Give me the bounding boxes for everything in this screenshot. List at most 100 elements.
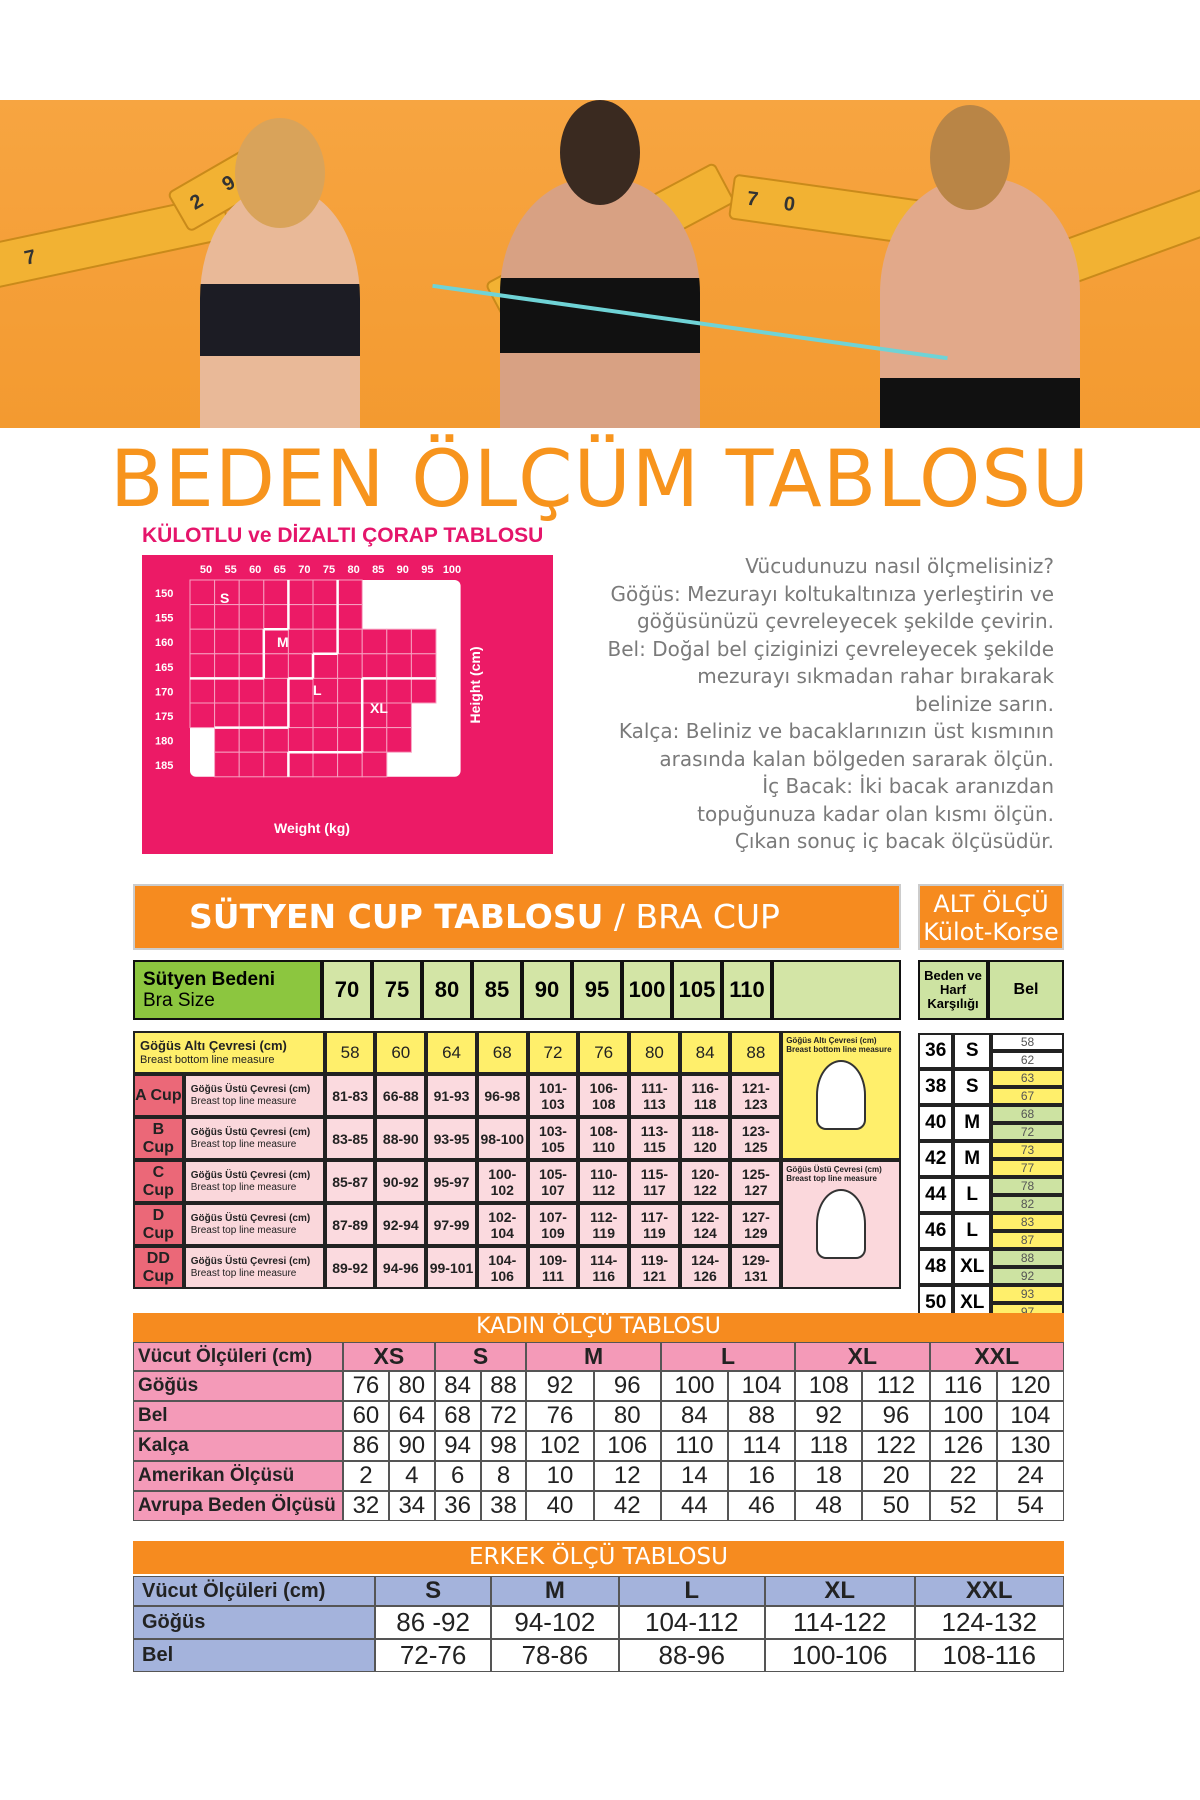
alt-bel-max: 72 bbox=[990, 1123, 1064, 1141]
instruction-line: topuğunuza kadar olan kısmı ölçün. bbox=[697, 801, 1054, 826]
x-axis-label: Weight (kg) bbox=[274, 820, 350, 836]
men-header-row: Vücut Ölçüleri (cm) S M L XL XXL bbox=[133, 1576, 1064, 1606]
women-size-table: Vücut Ölçüleri (cm) XS S M L XL XXL Göğüs 76 80 84… bbox=[133, 1342, 1064, 1521]
cup-value: 91-93 bbox=[426, 1074, 477, 1117]
women-value: 84 bbox=[434, 1371, 481, 1401]
size-cell-L bbox=[337, 653, 363, 679]
alt-row-2: 67 bbox=[918, 1087, 1064, 1105]
fig-top-label-en: Breast top line measure bbox=[786, 1174, 877, 1183]
instruction-line: mezurayı sıkmadan rahar bırakarak bbox=[697, 664, 1054, 688]
cup-value: 93-95 bbox=[426, 1117, 477, 1160]
cup-value: 109-111 bbox=[527, 1246, 579, 1289]
size-cell-L bbox=[386, 628, 412, 655]
bra-size-label: Sütyen Bedeni Bra Size bbox=[133, 960, 322, 1020]
men-value: 94-102 bbox=[491, 1606, 619, 1639]
size-cell-L bbox=[238, 751, 265, 778]
woman-middle-head bbox=[560, 100, 640, 205]
alt-size: 40 bbox=[918, 1105, 954, 1141]
women-value: 46 bbox=[728, 1491, 796, 1521]
women-size-header: XL bbox=[795, 1342, 930, 1371]
women-value: 88 bbox=[480, 1371, 527, 1401]
cup-name: B Cup bbox=[133, 1117, 184, 1160]
cup-value: 110-112 bbox=[578, 1160, 630, 1203]
cup-value: 85-87 bbox=[324, 1160, 376, 1203]
size-cell-L bbox=[361, 628, 388, 655]
cup-value: 95-97 bbox=[426, 1160, 477, 1203]
men-header-label: Vücut Ölçüleri (cm) bbox=[133, 1576, 375, 1606]
hosiery-size-chart: 50 55 60 65 70 75 80 85 90 95 100 150 155 160 165 170 17… bbox=[142, 555, 553, 854]
size-cell-X bbox=[386, 702, 412, 729]
page-title: BEDEN ÖLÇÜM TABLOSU bbox=[110, 435, 1090, 525]
men-row: Göğüs 86 -92 94-102 104-112 114-122 124-132 bbox=[133, 1606, 1064, 1639]
woman-left-head bbox=[235, 118, 325, 228]
size-cell-L bbox=[337, 702, 363, 729]
size-cell-M bbox=[238, 702, 265, 729]
instruction-line: Çıkan sonuç iç bacak ölçüsüdür. bbox=[734, 829, 1054, 853]
women-value: 76 bbox=[343, 1371, 389, 1401]
women-value: 2 bbox=[343, 1461, 389, 1491]
size-cell-X bbox=[337, 751, 363, 778]
cup-row: A Cup Göğüs Üstü Çevresi (cm) Breast top l… bbox=[133, 1074, 901, 1117]
alt-bel-min: 58 bbox=[990, 1033, 1064, 1051]
size-cell-S bbox=[214, 579, 240, 606]
women-table-title: KADIN ÖLÇÜ TABLOSU bbox=[133, 1313, 1064, 1342]
top-label-tr: Göğüs Üstü Çevresi (cm) bbox=[190, 1169, 311, 1181]
men-value: 78-86 bbox=[491, 1639, 619, 1672]
size-cell-L bbox=[263, 727, 289, 753]
cup-desc: Göğüs Üstü Çevresi (cm) Breast top line m… bbox=[183, 1117, 325, 1160]
size-cell-S bbox=[189, 653, 216, 679]
hosiery-title: KÜLOTLU ve DİZALTI ÇORAP TABLOSU bbox=[142, 524, 544, 547]
cup-value: 114-116 bbox=[578, 1246, 630, 1289]
alt-bel-min: 63 bbox=[990, 1069, 1064, 1087]
bra-size-empty bbox=[772, 960, 901, 1020]
alt-col-size-header: Beden ve Harf Karşılığı bbox=[918, 960, 988, 1020]
size-cell-M bbox=[189, 677, 216, 704]
alt-letter: S bbox=[953, 1033, 991, 1069]
women-value: 104 bbox=[996, 1401, 1064, 1431]
cup-value: 88-90 bbox=[375, 1117, 427, 1160]
women-value: 52 bbox=[929, 1491, 997, 1521]
alt-size: 36 bbox=[918, 1033, 954, 1069]
woman-middle-photo bbox=[500, 178, 700, 428]
cup-row: D Cup Göğüs Üstü Çevresi (cm) Breast top l… bbox=[133, 1203, 901, 1246]
cup-value: 124-126 bbox=[679, 1246, 731, 1289]
cup-desc: Göğüs Üstü Çevresi (cm) Breast top line m… bbox=[183, 1246, 325, 1289]
size-cell-M bbox=[312, 579, 339, 606]
height-tick: 160 bbox=[155, 637, 173, 649]
size-cell-L bbox=[337, 628, 363, 655]
size-cell-L bbox=[214, 727, 240, 753]
height-tick: 150 bbox=[155, 588, 173, 600]
alt-letter: M bbox=[953, 1141, 991, 1177]
weight-tick: 85 bbox=[372, 564, 384, 576]
women-value: 24 bbox=[996, 1461, 1064, 1491]
women-value: 126 bbox=[929, 1431, 997, 1461]
bra-cup-table: Göğüs Altı Çevresi (cm) Breast bottom lin… bbox=[133, 1031, 901, 1289]
women-value: 76 bbox=[526, 1401, 594, 1431]
alt-row: 50 XL 93 bbox=[918, 1285, 1064, 1321]
cup-value: 97-99 bbox=[426, 1203, 477, 1246]
weight-tick: 55 bbox=[224, 564, 236, 576]
women-value: 104 bbox=[728, 1371, 796, 1401]
women-value: 114 bbox=[728, 1431, 796, 1461]
alt-row: 36 S 58 bbox=[918, 1033, 1064, 1069]
cup-name: DD Cup bbox=[133, 1246, 184, 1289]
bra-size-cell: 110 bbox=[722, 960, 772, 1020]
men-size-header: XL bbox=[765, 1576, 915, 1606]
alt-col-bel-header: Bel bbox=[988, 960, 1064, 1020]
women-size-header: M bbox=[526, 1342, 661, 1371]
women-value: 42 bbox=[593, 1491, 661, 1521]
women-row-label: Avrupa Beden Ölçüsü bbox=[133, 1491, 343, 1521]
under-bust-label: Göğüs Altı Çevresi (cm) Breast bottom lin… bbox=[133, 1031, 325, 1074]
top-label-tr: Göğüs Üstü Çevresi (cm) bbox=[190, 1255, 311, 1267]
women-value: 14 bbox=[660, 1461, 728, 1491]
men-value: 86 -92 bbox=[375, 1606, 492, 1639]
size-cell-L bbox=[410, 628, 437, 655]
cup-row: C Cup Göğüs Üstü Çevresi (cm) Breast top l… bbox=[133, 1160, 901, 1289]
cup-value: 121-123 bbox=[730, 1074, 782, 1117]
women-value: 80 bbox=[388, 1371, 435, 1401]
women-value: 112 bbox=[862, 1371, 930, 1401]
cup-desc: Göğüs Üstü Çevresi (cm) Breast top line m… bbox=[183, 1160, 325, 1203]
weight-tick: 70 bbox=[298, 564, 310, 576]
cup-value: 118-120 bbox=[679, 1117, 731, 1160]
women-value: 116 bbox=[929, 1371, 997, 1401]
